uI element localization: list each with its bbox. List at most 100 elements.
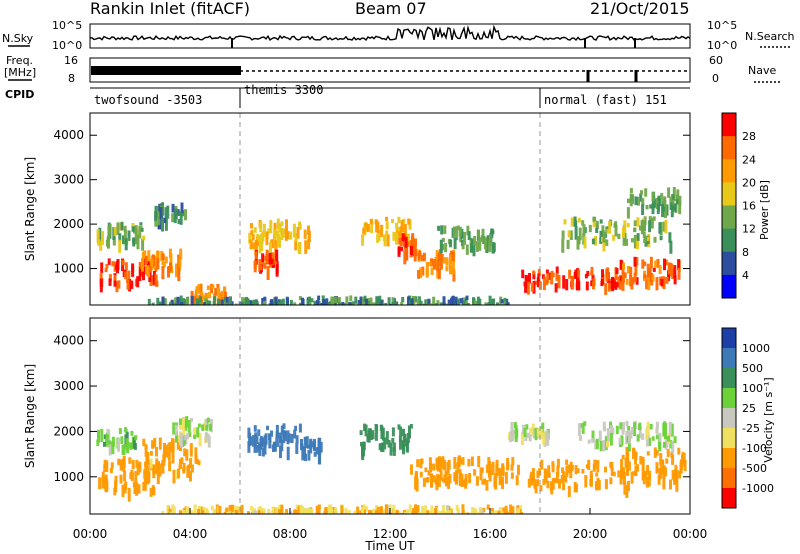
data-cell — [308, 301, 312, 305]
data-cell — [240, 505, 244, 514]
data-cell — [317, 504, 321, 509]
data-cell — [412, 507, 416, 514]
data-cell — [586, 270, 590, 277]
data-cell — [270, 430, 274, 437]
data-cell — [161, 266, 165, 280]
data-cell — [366, 301, 370, 305]
data-cell — [648, 216, 652, 224]
data-cell — [591, 438, 595, 443]
data-cell — [659, 470, 663, 475]
freq-frame — [89, 57, 691, 83]
data-cell — [144, 255, 148, 265]
data-cell — [177, 468, 181, 479]
data-cell — [459, 298, 463, 304]
data-cell — [602, 231, 606, 243]
data-cell — [641, 433, 645, 440]
data-cell — [520, 432, 524, 446]
data-cell — [605, 268, 609, 282]
data-cell — [247, 427, 251, 439]
data-cell — [250, 506, 254, 511]
colorbar-swatch — [722, 488, 736, 509]
data-cell — [161, 217, 164, 232]
data-cell — [250, 230, 254, 235]
data-cell — [509, 431, 513, 443]
data-cell — [646, 421, 650, 436]
data-cell — [633, 256, 637, 267]
data-cell — [146, 260, 150, 270]
data-cell — [612, 234, 616, 241]
data-cell — [648, 437, 652, 446]
data-cell — [488, 234, 492, 246]
data-cell — [593, 459, 597, 469]
data-cell — [455, 226, 459, 241]
data-cell — [399, 439, 402, 450]
data-cell — [660, 278, 664, 287]
data-cell — [446, 470, 450, 476]
data-cell — [551, 478, 555, 483]
data-cell — [315, 505, 319, 514]
data-cell — [649, 256, 653, 269]
data-cell — [455, 470, 458, 484]
data-cell — [156, 473, 160, 485]
data-cell — [317, 451, 321, 464]
data-cell — [136, 235, 140, 250]
data-cell — [619, 478, 623, 485]
data-cell — [204, 432, 208, 443]
data-cell — [181, 418, 185, 430]
data-cell — [418, 512, 421, 514]
data-cell — [96, 439, 100, 447]
data-cell — [130, 280, 134, 289]
data-cell — [210, 505, 214, 511]
frequency-trace — [91, 66, 690, 82]
data-cell — [595, 438, 599, 450]
data-cell — [522, 424, 525, 435]
data-cell — [671, 441, 675, 454]
data-cell — [488, 461, 491, 469]
data-cell — [165, 444, 169, 458]
data-cell — [174, 208, 178, 220]
data-cell — [293, 509, 297, 514]
data-cell — [175, 303, 179, 305]
data-cell — [115, 281, 119, 293]
data-cell — [636, 233, 640, 241]
data-cell — [445, 509, 449, 514]
data-cell — [556, 466, 560, 477]
data-cell — [371, 302, 375, 305]
data-cell — [463, 231, 467, 245]
data-cell — [362, 441, 366, 451]
data-cell — [598, 430, 602, 442]
data-cell — [424, 505, 427, 514]
data-cell — [109, 467, 113, 473]
data-cell — [360, 442, 363, 447]
data-cell — [569, 461, 573, 468]
data-cell — [178, 510, 182, 514]
data-cell — [517, 464, 520, 475]
data-cell — [438, 456, 441, 467]
data-cell — [261, 253, 265, 263]
data-cell — [269, 220, 273, 234]
data-cell — [174, 424, 178, 436]
data-cell — [207, 435, 211, 448]
data-cell — [675, 199, 679, 205]
data-cell — [169, 511, 173, 514]
data-cell — [131, 226, 135, 232]
data-cell — [581, 422, 585, 434]
data-cell — [279, 299, 283, 305]
data-cell — [169, 441, 173, 453]
data-cell — [141, 251, 145, 259]
data-cell — [391, 297, 395, 305]
data-cell — [448, 259, 452, 269]
colorbar-tick-label: -25 — [742, 422, 760, 435]
data-cell — [255, 436, 259, 444]
data-cell — [280, 221, 284, 226]
data-cell — [385, 230, 389, 235]
data-cell — [184, 418, 188, 431]
data-cell — [372, 508, 375, 514]
data-cell — [104, 268, 108, 273]
data-cell — [627, 480, 630, 492]
data-cell — [453, 226, 457, 237]
data-cell — [491, 242, 495, 254]
data-cell — [627, 426, 630, 431]
